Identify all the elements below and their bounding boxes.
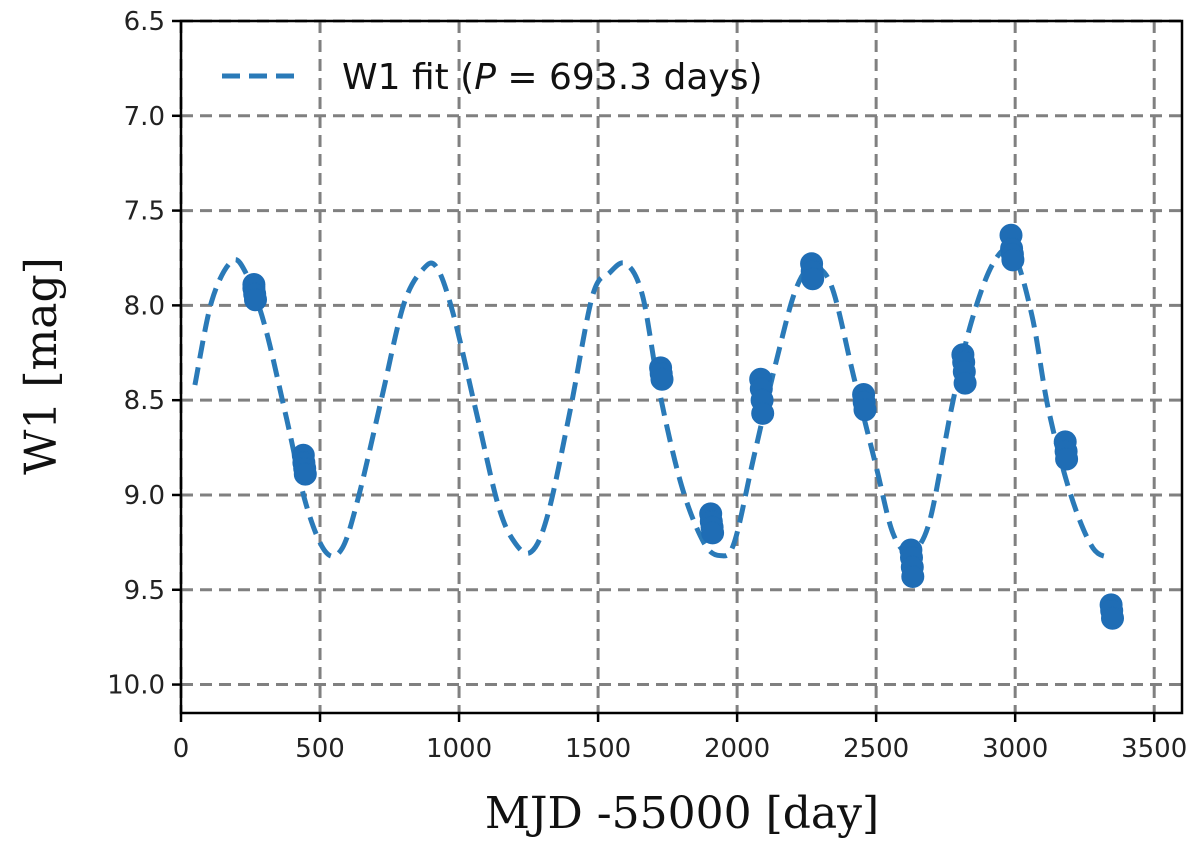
legend-label: W1 fit (P = 693.3 days): [342, 57, 763, 98]
data-point: [1055, 447, 1079, 471]
plot-frame: [179, 19, 1184, 715]
data-point: [1001, 248, 1025, 272]
x-tick-label: 2500: [843, 734, 909, 764]
data-point: [1101, 606, 1124, 630]
y-tick-label: 8.0: [124, 291, 165, 321]
x-tick-label: 0: [173, 734, 190, 764]
x-tick-label: 1500: [565, 734, 631, 764]
x-tick-label: 2000: [704, 734, 770, 764]
data-point: [901, 565, 925, 588]
data-points: [242, 223, 1124, 630]
data-point: [244, 288, 267, 312]
x-tick-label: 1000: [426, 734, 492, 764]
data-point: [953, 371, 977, 395]
y-tick-label: 6.5: [124, 7, 165, 37]
y-tick-label: 9.5: [124, 576, 165, 606]
data-point: [853, 398, 877, 422]
axis-ticks: 0 500 1000 1500 2000 2500 3000 3500 6.5 7.0 7.5 8.0…: [107, 7, 1187, 764]
x-tick-label: 500: [295, 734, 345, 764]
x-tick-label: 3000: [982, 734, 1048, 764]
y-tick-label: 8.5: [124, 386, 165, 416]
data-point: [801, 267, 825, 291]
data-point: [293, 462, 317, 486]
data-point: [650, 367, 674, 391]
data-point: [751, 401, 775, 425]
y-tick-label: 9.0: [124, 481, 165, 511]
x-tick-label: 3500: [1121, 734, 1187, 764]
grid: [179, 19, 1182, 713]
data-point: [701, 521, 725, 545]
fit-curve: [192, 246, 1114, 560]
y-tick-label: 7.0: [124, 102, 165, 132]
legend: W1 fit (P = 693.3 days): [222, 57, 763, 98]
y-tick-label: 10.0: [107, 671, 165, 701]
y-tick-label: 7.5: [124, 197, 165, 227]
y-axis-title: W1 [mag]: [16, 257, 67, 475]
x-axis-title: MJD -55000 [day]: [485, 788, 879, 839]
